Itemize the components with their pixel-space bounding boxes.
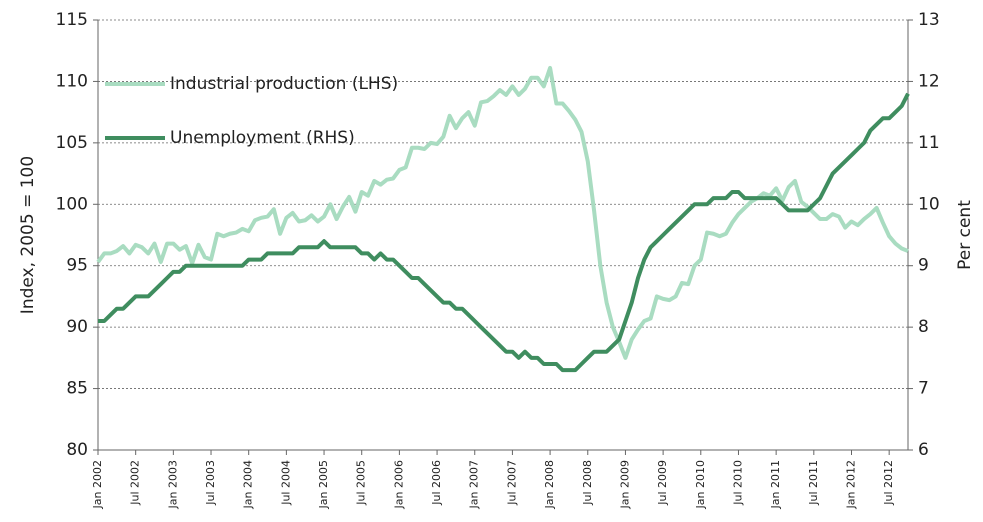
x-tick-label: Jul 2008 — [581, 460, 594, 506]
y-tick-label: 85 — [66, 379, 88, 399]
y2-tick-label: 13 — [918, 10, 940, 30]
y-axis-title: Index, 2005 = 100 — [18, 156, 38, 314]
x-tick-label: Jan 2006 — [392, 460, 405, 509]
x-tick-label: Jul 2012 — [882, 460, 895, 506]
x-tick-label: Jul 2003 — [204, 460, 217, 506]
x-tick-label: Jul 2011 — [807, 460, 820, 506]
y2-tick-label: 6 — [918, 440, 929, 460]
y-tick-label: 105 — [56, 133, 88, 153]
y-tick-label: 115 — [56, 10, 88, 30]
y2-axis-title: Per cent — [955, 200, 975, 270]
y-tick-label: 80 — [66, 440, 88, 460]
y-tick-label: 110 — [56, 71, 88, 91]
y-tick-label: 95 — [66, 256, 88, 276]
y-tick-label: 100 — [56, 194, 88, 214]
y2-tick-label: 11 — [918, 133, 940, 153]
x-tick-label: Jul 2006 — [430, 460, 443, 506]
x-tick-label: Jul 2004 — [279, 460, 292, 506]
x-tick-label: Jan 2002 — [91, 460, 104, 509]
x-tick-label: Jan 2004 — [242, 460, 255, 509]
x-tick-label: Jul 2010 — [731, 460, 744, 506]
y-tick-label: 90 — [66, 317, 88, 337]
x-tick-label: Jul 2005 — [355, 460, 368, 506]
x-tick-label: Jul 2009 — [656, 460, 669, 506]
y2-tick-label: 12 — [918, 71, 940, 91]
x-tick-label: Jan 2012 — [844, 460, 857, 509]
y2-tick-label: 7 — [918, 379, 929, 399]
y2-tick-label: 10 — [918, 194, 940, 214]
x-tick-label: Jan 2003 — [166, 460, 179, 509]
x-tick-label: Jan 2008 — [543, 460, 556, 509]
x-tick-label: Jan 2009 — [618, 460, 631, 509]
x-tick-label: Jan 2007 — [468, 460, 481, 509]
x-tick-label: Jan 2010 — [694, 460, 707, 509]
y2-tick-label: 8 — [918, 317, 929, 337]
legend-label: Unemployment (RHS) — [170, 128, 355, 148]
y2-tick-label: 9 — [918, 256, 929, 276]
x-tick-label: Jan 2005 — [317, 460, 330, 509]
x-tick-label: Jul 2002 — [129, 460, 142, 506]
legend-label: Industrial production (LHS) — [170, 74, 398, 94]
series-line — [96, 65, 909, 360]
x-tick-label: Jul 2007 — [505, 460, 518, 506]
series-line — [98, 92, 910, 373]
x-tick-label: Jan 2011 — [769, 460, 782, 509]
